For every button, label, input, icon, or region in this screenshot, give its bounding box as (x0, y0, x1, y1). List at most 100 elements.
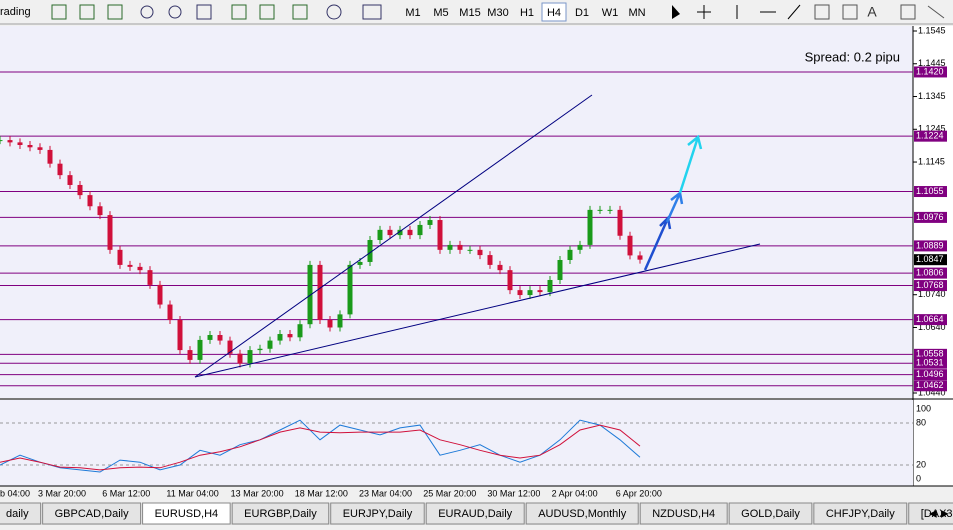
candle (587, 209, 593, 245)
spread: Spread: 0.2 pipu (805, 49, 900, 64)
time-label: 3 Mar 20:00 (38, 488, 86, 498)
tab[interactable] (142, 502, 231, 525)
drawings (194, 94, 761, 378)
tab-scroll-left[interactable]: ◀ (929, 509, 937, 520)
tabs: daily GBPCAD,Daily EURUSD,H4 EURGBP,Daily EU… (0, 502, 953, 525)
cursor[interactable] (672, 5, 680, 19)
timeframe[interactable]: H1 (520, 7, 534, 19)
candle (57, 163, 63, 176)
icon[interactable] (231, 4, 247, 20)
icon[interactable] (292, 4, 308, 20)
candle (527, 290, 533, 296)
tab[interactable] (231, 502, 330, 525)
level-label: 1.0664 (916, 314, 944, 324)
timeframes: M1 M5 M15 M30 H1 H4 D1 W1 MN (405, 2, 646, 22)
level-label: 1.0889 (916, 240, 944, 250)
timeframe[interactable]: M30 (487, 7, 508, 19)
timeframe[interactable]: D1 (575, 7, 589, 19)
tab-label[interactable]: EURGBP,Daily (244, 508, 317, 520)
icon[interactable] (259, 4, 275, 20)
fibo[interactable] (814, 4, 830, 20)
timeframe[interactable]: W1 (602, 7, 619, 19)
zoom-out[interactable] (168, 5, 182, 19)
tile[interactable] (196, 4, 212, 20)
arrow-tool[interactable] (927, 5, 945, 19)
candle (317, 264, 323, 320)
trend-line (194, 94, 593, 378)
zoom-in[interactable] (140, 5, 154, 19)
tab-label[interactable]: EURAUD,Daily (438, 508, 512, 520)
price-tick-label: 1.0440 (918, 387, 946, 397)
candle (347, 264, 353, 315)
timeframe[interactable]: M5 (433, 7, 448, 19)
icon[interactable] (107, 4, 123, 20)
candle (37, 147, 43, 150)
tab[interactable] (813, 502, 908, 525)
tab[interactable] (330, 502, 425, 525)
levels (0, 71, 913, 387)
indicator-signal (0, 424, 641, 471)
tab-label[interactable]: [DAX30],Daily (921, 508, 953, 520)
tab[interactable] (0, 502, 42, 525)
candle (307, 264, 313, 325)
time-label: 18 Mar 12:00 (295, 488, 348, 498)
candle (407, 229, 413, 236)
indicator-area (0, 400, 913, 486)
tab-label[interactable]: EURUSD,H4 (155, 508, 219, 520)
candle (547, 279, 553, 293)
crosshair[interactable] (697, 5, 711, 19)
candle (87, 195, 93, 207)
tab-label[interactable]: EURJPY,Daily (343, 508, 413, 520)
candle (0, 140, 3, 142)
level-label: 1.0976 (916, 212, 944, 222)
candle (467, 249, 473, 251)
tab[interactable] (425, 502, 525, 525)
tab[interactable] (908, 502, 953, 525)
clock[interactable] (326, 4, 342, 20)
candle (447, 244, 453, 250)
tab[interactable] (728, 502, 813, 525)
candle (377, 229, 383, 241)
template[interactable] (362, 4, 382, 20)
candle (47, 149, 53, 164)
candle (27, 145, 33, 148)
candle (517, 290, 523, 296)
tab-label[interactable]: CHFJPY,Daily (826, 508, 895, 520)
timeframe[interactable]: M1 (405, 7, 420, 19)
tab-scroll-right[interactable]: ▶ (941, 509, 949, 520)
level-label: 1.0462 (916, 380, 944, 390)
timeframe[interactable]: M15 (459, 7, 480, 19)
price-tick-label: 1.0740 (918, 289, 946, 299)
tab-label[interactable]: GBPCAD,Daily (55, 508, 129, 520)
tab[interactable] (639, 502, 728, 525)
level-label: 1.0496 (916, 369, 944, 379)
price-tick-label: 1.1245 (918, 124, 946, 134)
time-label: 30 Mar 12:00 (487, 488, 540, 498)
level-tag (914, 357, 947, 369)
text-tool[interactable]: A (867, 4, 877, 20)
candle (387, 229, 393, 236)
level-tag (914, 348, 947, 360)
trendline[interactable] (787, 4, 801, 20)
icon[interactable] (51, 4, 67, 20)
icon[interactable] (79, 4, 95, 20)
timeframe[interactable]: H4 (547, 7, 561, 19)
tab[interactable] (525, 502, 639, 525)
candle (507, 270, 513, 291)
timeframe[interactable]: MN (628, 7, 645, 19)
tab-label[interactable]: GOLD,Daily (741, 508, 800, 520)
candles (0, 136, 643, 368)
time-label: 13 Mar 20:00 (231, 488, 284, 498)
tab-label[interactable]: NZDUSD,H4 (652, 508, 715, 520)
fibo[interactable] (842, 4, 858, 20)
tab[interactable] (42, 502, 142, 525)
candle (437, 220, 443, 250)
tab-label[interactable]: AUDUSD,Monthly (538, 508, 627, 520)
label-tool[interactable] (900, 4, 916, 20)
tab-label[interactable]: daily (6, 508, 29, 520)
level-tag (914, 314, 947, 326)
current-price-tag (914, 254, 947, 266)
indicator-tick-label: 20 (916, 459, 926, 469)
candle (357, 261, 363, 265)
candle (267, 340, 273, 349)
